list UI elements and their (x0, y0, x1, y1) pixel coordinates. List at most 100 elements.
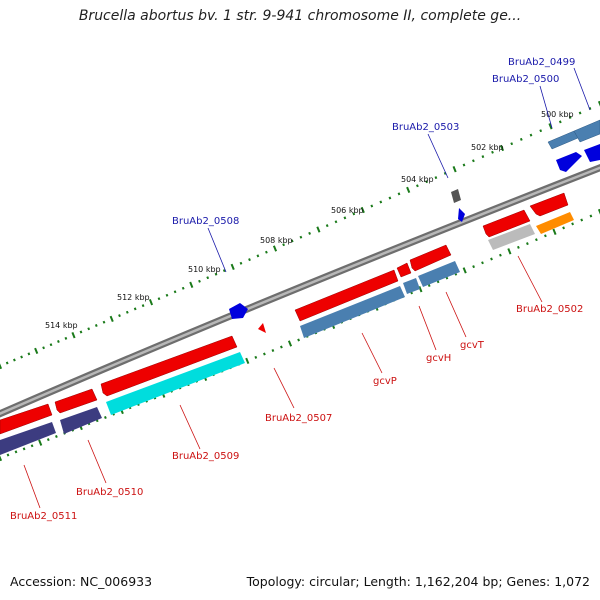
accession-text: Accession: NC_006933 (10, 574, 153, 589)
inner-tick (55, 435, 58, 438)
cog-reverse-gcvH[interactable] (403, 278, 420, 294)
gene-label-0509[interactable]: BruAb2_0509 (172, 451, 239, 462)
cds-reverse-gcvP[interactable] (294, 269, 399, 322)
outer-tick (406, 186, 411, 194)
gene-label-0508[interactable]: BruAb2_0508 (172, 216, 239, 227)
gene-label-0507[interactable]: BruAb2_0507 (265, 413, 332, 424)
outer-tick (79, 330, 83, 334)
genome-backbone (0, 164, 600, 418)
gene-label-0511[interactable]: BruAb2_0511 (10, 511, 77, 522)
outer-tick (189, 281, 194, 288)
outer-tick (198, 279, 201, 283)
scale-label-508: 508 kbp (260, 236, 293, 245)
cog-reverse-0511[interactable] (0, 422, 56, 455)
leader-gcvT (445, 291, 467, 338)
cds-forward-blue-a[interactable] (556, 152, 582, 172)
outer-tick (316, 226, 321, 233)
cds-reverse-0511[interactable] (0, 403, 53, 435)
outer-tick (265, 250, 268, 254)
inner-tick (597, 208, 600, 216)
leader-0500 (539, 85, 553, 129)
inner-tick (46, 438, 50, 442)
scale-label-502: 502 kbp (471, 143, 504, 152)
inner-tick (287, 340, 293, 347)
outer-tick (343, 216, 347, 220)
inner-tick (562, 226, 565, 230)
outer-tick (173, 290, 177, 294)
reverse-features (0, 192, 574, 455)
genome-summary-text: Topology: circular; Length: 1,162,204 bp… (246, 574, 590, 589)
outer-tick (539, 129, 543, 133)
outer-tick (71, 332, 76, 339)
outer-tick (256, 254, 260, 258)
cds-reverse-gcvH[interactable] (396, 262, 412, 278)
outer-tick (34, 347, 39, 355)
outer-tick (388, 196, 392, 200)
cog-reverse-gcvT[interactable] (418, 261, 460, 287)
cds-forward-0503-cog[interactable] (451, 189, 461, 203)
outer-tick (206, 276, 210, 280)
gene-label-gcvH[interactable]: gcvH (426, 353, 451, 364)
outer-tick (118, 314, 121, 318)
inner-tick (6, 453, 10, 457)
cds-reverse-gcvT[interactable] (409, 244, 452, 272)
genome-backbone-highlight (0, 166, 600, 416)
scale-labels: 500 kbp 502 kbp 504 kbp 506 kbp 508 kbp … (45, 110, 574, 330)
cds-reverse-0510[interactable] (54, 388, 98, 414)
outer-tick (5, 361, 9, 365)
cog-reverse-0502[interactable] (488, 224, 535, 250)
gene-label-0503[interactable]: BruAb2_0503 (392, 122, 459, 133)
inner-tick (245, 357, 250, 365)
cds-reverse-0502[interactable] (482, 209, 531, 238)
inner-tick (462, 267, 467, 274)
outer-tick (510, 142, 514, 146)
gene-label-0502[interactable]: BruAb2_0502 (516, 304, 583, 315)
inner-tick (589, 214, 593, 218)
inner-tick (490, 257, 493, 261)
cog-reverse-gcvP[interactable] (300, 286, 405, 338)
cds-reverse-0507[interactable] (258, 323, 266, 333)
inner-tick (499, 253, 502, 257)
outer-tick (360, 206, 365, 214)
outer-tick (597, 100, 600, 108)
cds-forward-0500[interactable] (547, 130, 579, 150)
forward-gene-labels: BruAb2_0499 BruAb2_0500 BruAb2_0503 BruA… (172, 57, 591, 273)
inner-tick (271, 349, 275, 352)
inner-tick (280, 345, 283, 349)
outer-tick (334, 220, 338, 224)
inner-tick (535, 238, 538, 242)
inner-tick (481, 261, 484, 265)
gene-label-0510[interactable]: BruAb2_0510 (76, 487, 143, 498)
cog-reverse-0510[interactable] (60, 407, 102, 434)
outer-tick (157, 297, 161, 301)
inner-tick (104, 416, 107, 419)
gene-label-0499[interactable]: BruAb2_0499 (508, 57, 575, 68)
gene-label-gcvT[interactable]: gcvT (460, 340, 485, 351)
outer-tick (434, 176, 438, 180)
leader-0499 (573, 67, 591, 111)
leader-0510 (87, 439, 107, 484)
cds-reverse-0501[interactable] (529, 192, 569, 217)
inner-tick (22, 447, 26, 451)
outer-tick (299, 235, 303, 239)
outer-tick (462, 163, 466, 167)
gene-label-0500[interactable]: BruAb2_0500 (492, 74, 559, 85)
cog-reverse-0501[interactable] (536, 212, 574, 234)
cds-forward-blue-b[interactable] (584, 144, 600, 162)
gene-label-gcvP[interactable]: gcvP (373, 376, 397, 387)
inner-tick (0, 454, 3, 462)
cds-forward-0508[interactable] (229, 303, 248, 319)
outer-tick (148, 299, 154, 306)
cog-reverse-0509[interactable] (106, 352, 245, 415)
outer-tick (214, 272, 218, 276)
outer-tick (42, 346, 45, 350)
inner-tick (263, 352, 266, 356)
outer-tick (13, 358, 16, 362)
cds-forward-0499[interactable] (573, 119, 600, 143)
inner-tick (526, 242, 529, 246)
outer-tick (308, 231, 311, 235)
outer-tick (325, 224, 329, 228)
cds-reverse-0509[interactable] (100, 335, 238, 397)
cds-forward-0503[interactable] (458, 208, 465, 222)
